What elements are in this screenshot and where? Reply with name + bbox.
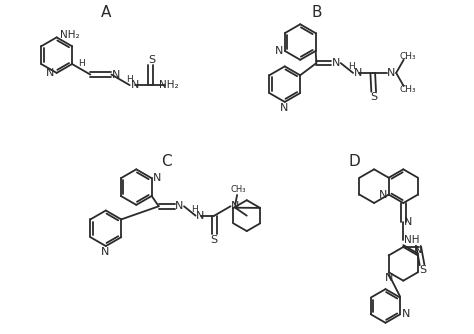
Text: N: N [354, 68, 362, 78]
Text: N: N [404, 217, 412, 227]
Text: S: S [371, 92, 378, 102]
Text: B: B [311, 5, 322, 20]
Text: S: S [211, 235, 218, 245]
Text: D: D [348, 154, 360, 169]
Text: N: N [131, 80, 139, 90]
Text: N: N [196, 211, 204, 221]
Text: N: N [46, 68, 55, 78]
Text: N: N [275, 46, 283, 56]
Text: N: N [100, 247, 109, 257]
Text: N: N [231, 201, 239, 211]
Text: N: N [379, 190, 387, 200]
Text: CH₃: CH₃ [231, 185, 246, 194]
Text: N: N [414, 245, 422, 255]
Text: CH₃: CH₃ [399, 51, 416, 60]
Text: S: S [419, 266, 427, 276]
Text: C: C [162, 154, 172, 169]
Text: H: H [191, 205, 198, 213]
Text: N: N [112, 69, 120, 79]
Text: NH: NH [404, 234, 419, 244]
Text: NH₂: NH₂ [159, 80, 178, 90]
Text: N: N [175, 201, 183, 211]
Text: A: A [100, 5, 111, 20]
Text: N: N [384, 273, 393, 283]
Text: N: N [153, 173, 162, 183]
Text: H: H [78, 59, 84, 68]
Text: N: N [332, 58, 340, 68]
Text: H: H [348, 62, 355, 71]
Text: S: S [148, 55, 155, 65]
Text: N: N [387, 68, 396, 78]
Text: NH₂: NH₂ [60, 30, 80, 40]
Text: H: H [126, 74, 133, 84]
Text: N: N [401, 309, 410, 319]
Text: CH₃: CH₃ [399, 85, 416, 94]
Text: N: N [280, 104, 288, 114]
